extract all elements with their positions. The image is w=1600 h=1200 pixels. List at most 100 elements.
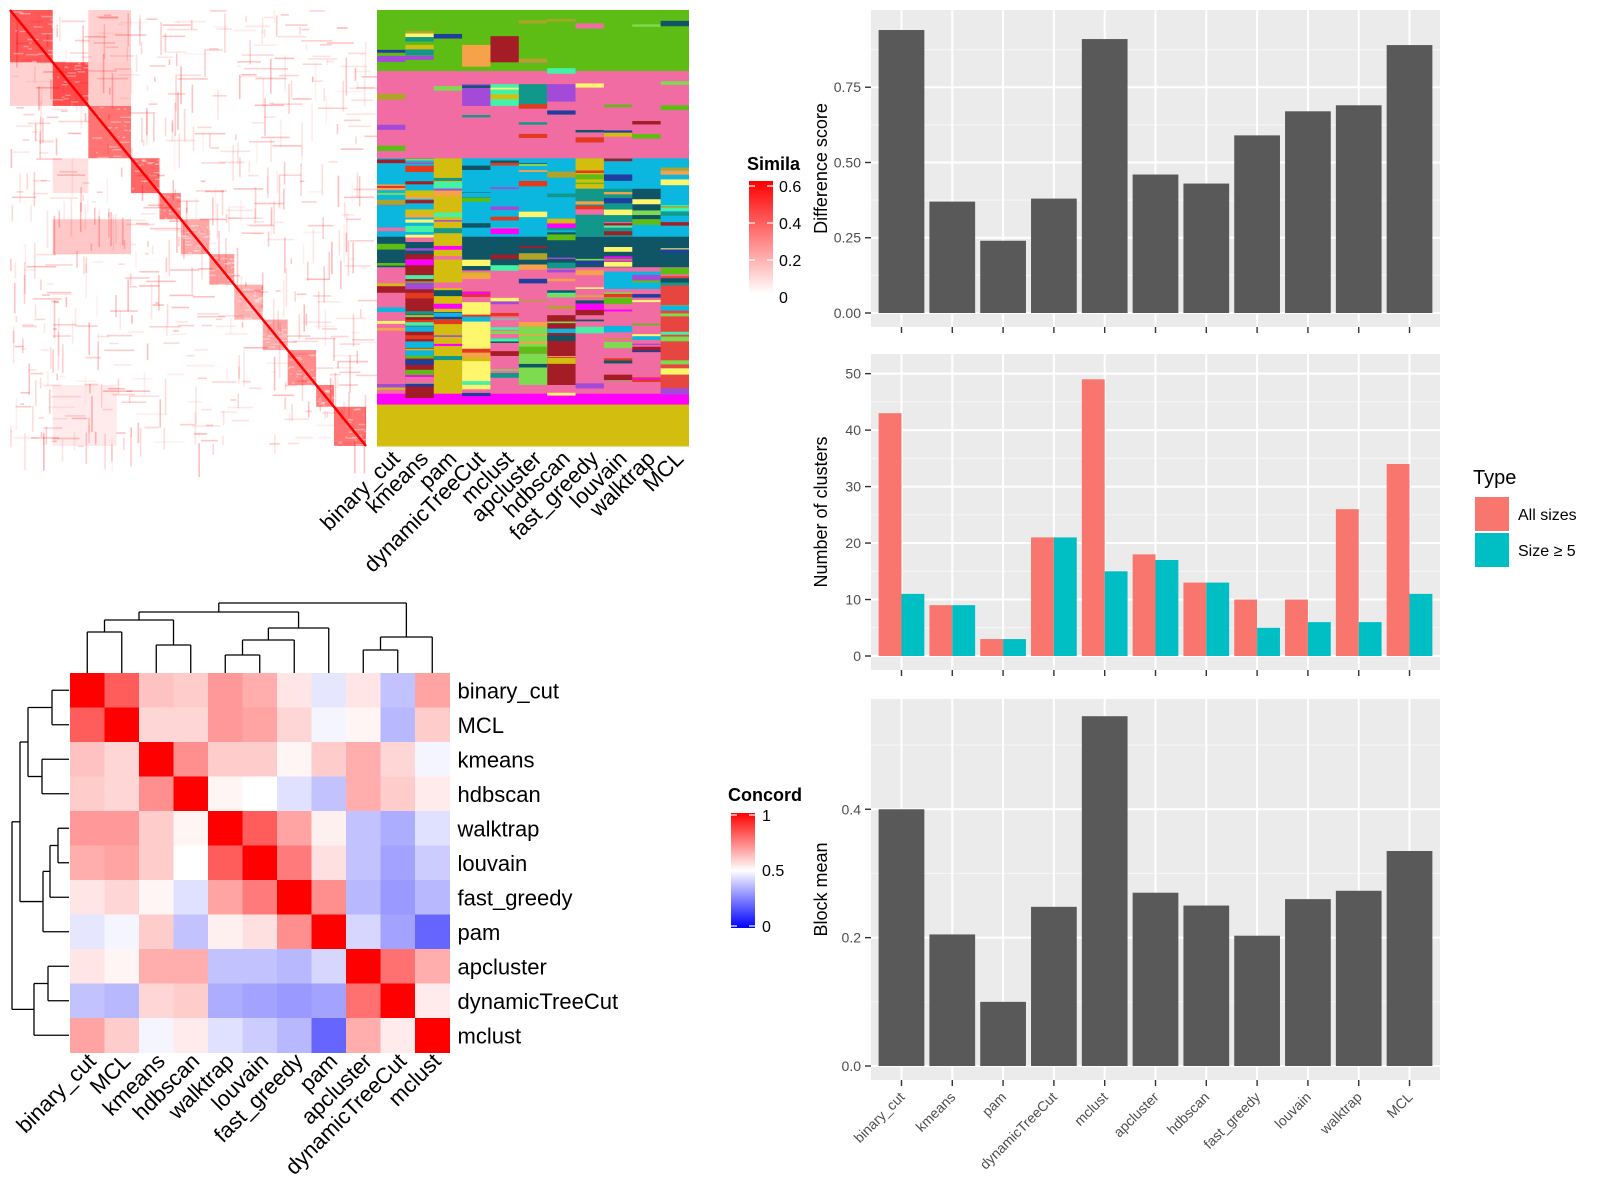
membership-stripe [490, 187, 519, 190]
similarity-speckle [56, 373, 59, 381]
similarity-speckle [186, 364, 215, 367]
similarity-speckle [186, 200, 188, 214]
similarity-speckle [351, 182, 354, 205]
membership-stripe [405, 209, 434, 216]
concordance-cell [70, 811, 105, 846]
similarity-speckle [325, 95, 328, 125]
similarity-speckle [43, 432, 45, 471]
similarity-speckle [171, 123, 174, 143]
similarity-texture [344, 436, 348, 439]
concordance-cell [415, 914, 450, 950]
similarity-speckle [164, 33, 167, 53]
similarity-speckle [349, 87, 379, 89]
membership-stripe [405, 162, 434, 164]
similarity-speckle [267, 238, 294, 241]
similarity-speckle [74, 307, 77, 328]
similarity-speckle [200, 180, 206, 183]
membership-stripe [462, 315, 491, 322]
similarity-texture [179, 203, 181, 205]
membership-stripe [660, 81, 689, 85]
similarity-texture [200, 233, 206, 235]
concordance-cell [346, 845, 381, 881]
similarity-speckle [183, 222, 185, 260]
concordance-row-label: hdbscan [458, 782, 541, 807]
similarity-speckle [43, 71, 54, 73]
concordance-row-label: binary_cut [458, 678, 560, 703]
similarity-speckle [46, 210, 49, 249]
membership-stripe [575, 270, 604, 276]
similarity-speckle [91, 396, 93, 433]
similarity-speckle [221, 189, 224, 216]
similarity-speckle [238, 74, 241, 100]
similarity-speckle [102, 54, 105, 94]
similarity-speckle [104, 349, 135, 352]
similarity-speckle [56, 24, 59, 38]
similarity-speckle [284, 381, 287, 390]
similarity-texture [120, 116, 133, 119]
similarity-speckle [248, 140, 275, 143]
similarity-speckle [255, 142, 258, 165]
membership-stripe [518, 299, 548, 302]
similarity-texture [134, 170, 140, 172]
similarity-speckle [126, 219, 146, 221]
membership-stripe [603, 309, 633, 312]
similarity-speckle [356, 81, 359, 90]
membership-stripe [547, 234, 576, 241]
similarity-speckle [146, 343, 149, 361]
similarity-speckle [80, 187, 82, 212]
similarity-speckle [253, 305, 264, 307]
bar-MCL-size-5 [1409, 593, 1433, 656]
similarity-speckle [333, 337, 335, 361]
similarity-speckle [48, 406, 75, 408]
similarity-speckle [334, 367, 354, 369]
similarity-texture [273, 343, 279, 345]
bar-louvain [1285, 899, 1331, 1066]
membership-stripe [660, 105, 689, 111]
similarity-speckle [195, 190, 228, 192]
membership-stripe [575, 281, 604, 288]
similarity-speckle [98, 32, 122, 35]
similarity-speckle [187, 400, 202, 403]
membership-stripe [547, 321, 576, 324]
membership-stripe [603, 293, 633, 298]
similarity-texture [163, 209, 166, 212]
bar-hdbscan [1183, 183, 1230, 313]
similarity-speckle [270, 138, 272, 162]
similarity-texture [299, 370, 302, 372]
concordance-cell [242, 776, 278, 812]
membership-stripe [632, 334, 661, 338]
similarity-speckle [97, 335, 110, 338]
similarity-speckle [148, 103, 158, 105]
membership-stripe [547, 328, 576, 334]
similarity-speckle [242, 380, 251, 383]
concordance-cell [104, 914, 140, 950]
concordance-cell [242, 673, 278, 708]
membership-stripe [377, 320, 406, 324]
membership-stripe [377, 383, 406, 390]
concordance-cell [346, 983, 381, 1019]
similarity-speckle [33, 192, 48, 195]
membership-stripe [603, 360, 633, 364]
similarity-speckle [40, 279, 42, 291]
membership-stripe [603, 223, 633, 226]
similarity-speckle [168, 59, 171, 65]
similarity-speckle [300, 163, 302, 197]
similarity-speckle [190, 20, 193, 30]
similarity-texture [117, 108, 120, 110]
similarity-speckle [301, 122, 303, 157]
similarity-texture [196, 245, 205, 247]
membership-stripe [405, 335, 434, 340]
similarity-speckle [197, 126, 212, 129]
similarity-speckle [220, 161, 245, 164]
similarity-speckle [266, 362, 289, 364]
similarity-speckle [303, 231, 321, 234]
similarity-speckle [329, 373, 341, 376]
similarity-speckle [347, 240, 350, 276]
similarity-texture [220, 257, 228, 260]
bar-louvain [1285, 111, 1331, 313]
similarity-texture [348, 421, 352, 423]
similarity-speckle [21, 348, 26, 350]
similarity-texture [230, 258, 233, 261]
similarity-texture [307, 369, 310, 372]
